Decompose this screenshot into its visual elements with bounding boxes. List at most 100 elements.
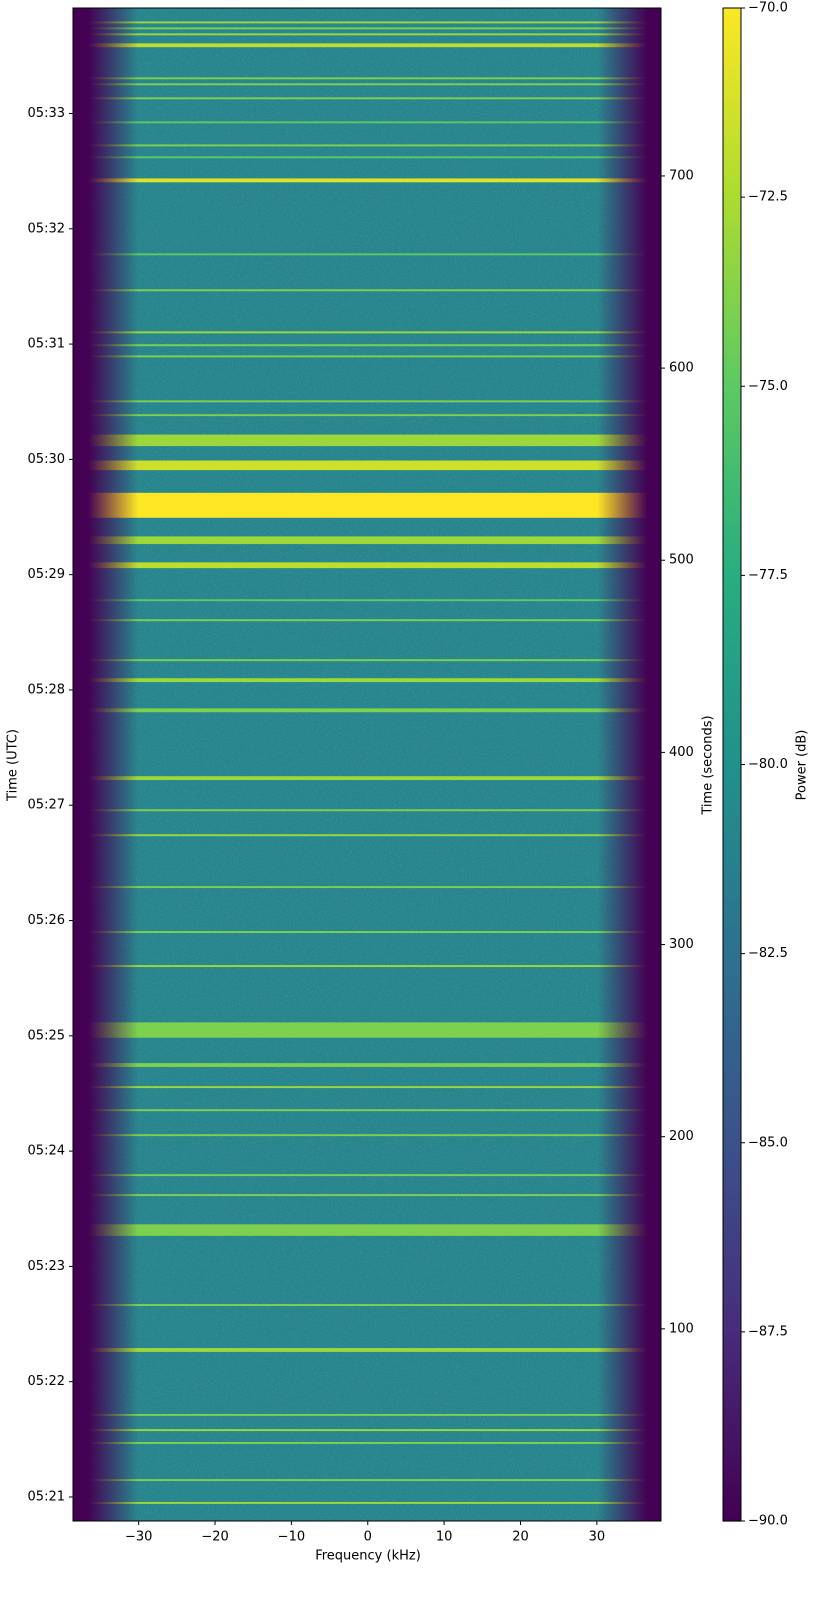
- y2-tick-label: 400: [669, 745, 694, 760]
- colorbar-segment: [723, 1324, 741, 1333]
- colorbar-segment: [723, 287, 741, 297]
- colorbar-segment: [723, 136, 741, 145]
- colorbar-segment: [723, 1210, 741, 1219]
- colorbar-segment: [723, 8, 741, 17]
- colorbar-segment: [723, 711, 741, 720]
- colorbar-segment: [723, 1437, 741, 1446]
- colorbar-segment: [723, 355, 741, 365]
- colorbar-segment: [723, 386, 741, 395]
- burst: [87, 562, 648, 569]
- colorbar-segment: [723, 991, 741, 1000]
- colorbar-segment: [723, 219, 741, 228]
- colorbar-segment: [723, 999, 741, 1008]
- colorbar-segment: [723, 514, 741, 524]
- colorbar-segment: [723, 30, 741, 39]
- colorbar-segment: [723, 408, 741, 418]
- colorbar-segment: [723, 499, 741, 508]
- y-tick-label: 05:23: [28, 1259, 65, 1274]
- colorbar-segment: [723, 1089, 741, 1098]
- burst: [87, 678, 648, 683]
- colorbar-segment: [723, 696, 741, 705]
- colorbar-segment: [723, 234, 741, 244]
- colorbar-segment: [723, 1225, 741, 1235]
- colorbar-segment: [723, 1248, 741, 1257]
- colorbar-segment: [723, 1513, 741, 1522]
- colorbar-segment: [723, 159, 741, 168]
- x-tick-label: 0: [364, 1530, 372, 1545]
- colorbar-segment: [723, 439, 741, 448]
- colorbar-segment: [723, 91, 741, 100]
- colorbar-segment: [723, 605, 741, 614]
- colorbar-segment: [723, 832, 741, 841]
- colorbar-segment: [723, 1256, 741, 1265]
- colorbar-segment: [723, 688, 741, 698]
- colorbar-segment: [723, 1445, 741, 1454]
- colorbar-segment: [723, 106, 741, 115]
- colorbar-segment: [723, 666, 741, 675]
- colorbar-segment: [723, 825, 741, 834]
- colorbar-segment: [723, 545, 741, 554]
- colorbar-segment: [723, 1195, 741, 1204]
- y-tick-label: 05:32: [28, 221, 65, 236]
- y-tick-label: 05:29: [28, 567, 65, 582]
- colorbar-segment: [723, 166, 741, 176]
- burst: [87, 1429, 648, 1432]
- colorbar-segment: [723, 424, 741, 433]
- y2-tick-label: 200: [669, 1129, 694, 1144]
- y2-tick-label: 600: [669, 361, 694, 376]
- burst: [87, 1413, 648, 1416]
- colorbar-segment: [723, 575, 741, 584]
- colorbar-segment: [723, 590, 741, 599]
- colorbar-segment: [723, 250, 741, 259]
- colorbar-segment: [723, 1316, 741, 1325]
- colorbar-segment: [723, 1180, 741, 1189]
- colorbar-segment: [723, 961, 741, 970]
- colorbar-segment: [723, 923, 741, 932]
- colorbar-segment: [723, 938, 741, 947]
- colorbar-segment: [723, 1468, 741, 1477]
- axes: −30 −20 −10 0 10 20 30 05:21 05:22 05:23 05:24 05:2…: [28, 1, 788, 1545]
- colorbar-segment: [723, 847, 741, 856]
- colorbar-segment: [723, 1173, 741, 1182]
- colorbar-segment: [723, 378, 741, 387]
- colorbar-segment: [723, 1407, 741, 1416]
- colorbar-label: Power (dB): [795, 730, 810, 801]
- burst: [87, 1224, 648, 1236]
- burst: [87, 77, 648, 80]
- burst: [87, 21, 648, 24]
- colorbar-segment: [723, 454, 741, 463]
- colorbar-segment: [723, 885, 741, 894]
- colorbar-segment: [723, 83, 741, 92]
- plot-frame: [72, 7, 662, 1522]
- y-axis-label: Time (UTC): [6, 729, 21, 802]
- colorbar-segment: [723, 968, 741, 977]
- colorbar-segment: [723, 953, 741, 962]
- colorbar-segment: [723, 1294, 741, 1303]
- burst: [87, 156, 648, 159]
- colorbar-segment: [723, 76, 741, 85]
- colorbar-segment: [723, 121, 741, 130]
- burst: [87, 776, 648, 781]
- y-tick-label: 05:26: [28, 913, 65, 928]
- colorbar-segment: [723, 469, 741, 478]
- colorbar-segment: [723, 817, 741, 826]
- colorbar-segment: [723, 38, 741, 47]
- colorbar-segment: [723, 1029, 741, 1038]
- burst: [87, 965, 648, 968]
- burst: [87, 83, 648, 86]
- colorbar-segment: [723, 1082, 741, 1091]
- colorbar-segment: [723, 976, 741, 985]
- colorbar-segment: [723, 1241, 741, 1250]
- colorbar-segment: [723, 257, 741, 266]
- colorbar-segment: [723, 1233, 741, 1242]
- x-tick-label: −30: [125, 1530, 152, 1545]
- colorbar-segment: [723, 1097, 741, 1106]
- colorbar-segment: [723, 272, 741, 281]
- colorbar-segment: [723, 620, 741, 629]
- colorbar-segment: [723, 1218, 741, 1227]
- colorbar-segment: [723, 1074, 741, 1083]
- colorbar-tick-label: −72.5: [748, 190, 788, 205]
- colorbar-segment: [723, 325, 741, 334]
- colorbar-segment: [723, 946, 741, 955]
